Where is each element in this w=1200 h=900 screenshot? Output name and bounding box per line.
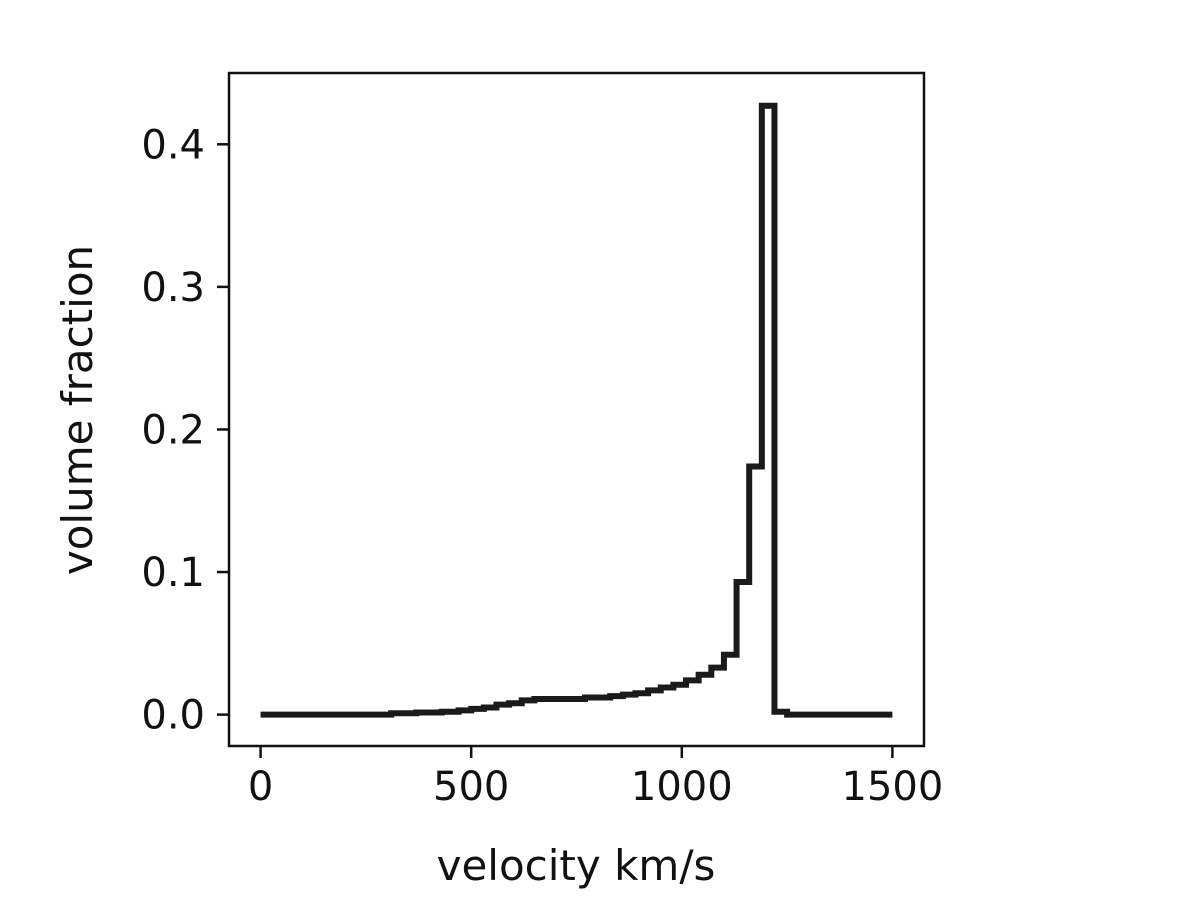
x-axis-label: velocity km/s (437, 841, 716, 890)
y-tick-label: 0.2 (141, 407, 205, 453)
x-tick-label: 1000 (631, 764, 733, 810)
x-tick-label: 0 (248, 764, 273, 810)
volume-fraction-step-line (260, 102, 893, 718)
y-tick-label: 0.4 (141, 122, 205, 168)
y-axis-label: volume fraction (53, 245, 102, 575)
y-tick-label: 0.3 (141, 265, 205, 311)
y-axis-ticks: 0.0 0.1 0.2 0.3 0.4 (141, 122, 229, 739)
x-tick-label: 1500 (842, 764, 944, 810)
x-tick-label: 500 (433, 764, 509, 810)
plot-area-frame (227, 71, 926, 748)
x-axis-ticks: 0 500 1000 1500 (248, 746, 943, 810)
y-tick-label: 0.1 (141, 550, 205, 596)
y-tick-label: 0.0 (141, 693, 205, 739)
